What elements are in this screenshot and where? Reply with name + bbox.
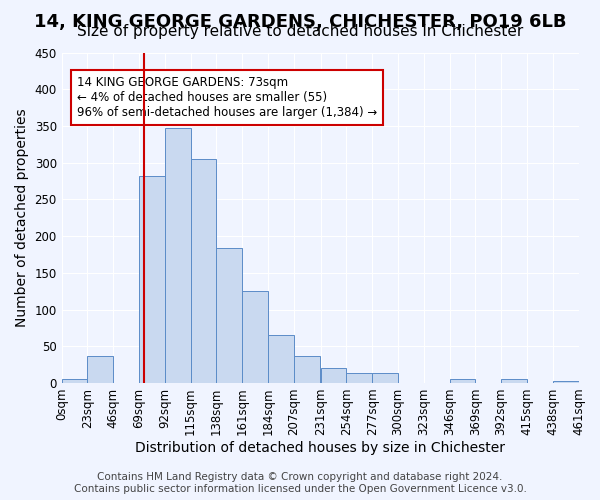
Bar: [294, 356, 320, 383]
Text: Contains HM Land Registry data © Crown copyright and database right 2024.
Contai: Contains HM Land Registry data © Crown c…: [74, 472, 526, 494]
Bar: [191, 159, 217, 383]
Bar: [88, 356, 113, 383]
Bar: [372, 374, 398, 383]
Bar: [553, 382, 578, 383]
Bar: [320, 368, 346, 383]
Text: 14, KING GEORGE GARDENS, CHICHESTER, PO19 6LB: 14, KING GEORGE GARDENS, CHICHESTER, PO1…: [34, 12, 566, 30]
Bar: [217, 248, 242, 383]
Text: Size of property relative to detached houses in Chichester: Size of property relative to detached ho…: [77, 24, 523, 39]
Bar: [268, 335, 294, 383]
Text: 14 KING GEORGE GARDENS: 73sqm
← 4% of detached houses are smaller (55)
96% of se: 14 KING GEORGE GARDENS: 73sqm ← 4% of de…: [77, 76, 377, 118]
Bar: [165, 128, 191, 383]
Bar: [501, 380, 527, 383]
Bar: [449, 380, 475, 383]
Bar: [62, 380, 88, 383]
Bar: [242, 291, 268, 383]
X-axis label: Distribution of detached houses by size in Chichester: Distribution of detached houses by size …: [135, 441, 505, 455]
Y-axis label: Number of detached properties: Number of detached properties: [15, 108, 29, 327]
Bar: [139, 176, 165, 383]
Bar: [346, 374, 372, 383]
